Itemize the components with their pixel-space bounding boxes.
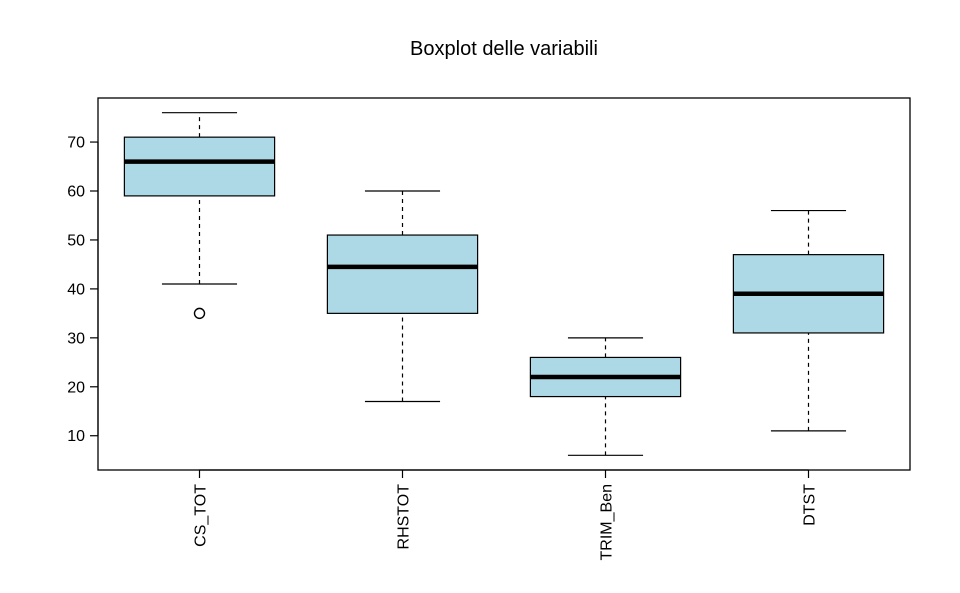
box-cs-tot — [123, 112, 276, 320]
x-category-label: RHSTOT — [396, 484, 413, 550]
y-tick-label: 30 — [67, 330, 85, 347]
x-category-label: DTST — [802, 484, 819, 526]
box-dtst — [732, 209, 885, 432]
iqr-box — [326, 234, 479, 314]
x-category-label: TRIM_Ben — [599, 484, 616, 560]
y-tick-label: 60 — [67, 184, 85, 201]
chart-title: Boxplot delle variabili — [410, 38, 598, 60]
y-tick-label: 70 — [67, 135, 85, 152]
x-category-label: CS_TOT — [193, 484, 210, 547]
box-trim-ben — [529, 337, 682, 456]
y-tick-label: 40 — [67, 281, 85, 298]
outlier-point — [193, 307, 206, 320]
boxes-group — [123, 112, 885, 456]
y-tick-label: 50 — [67, 232, 85, 249]
iqr-box — [123, 136, 276, 197]
y-tick-label: 20 — [67, 379, 85, 396]
y-tick-label: 10 — [67, 428, 85, 445]
x-axis: CS_TOT RHSTOT TRIM_Ben DTST — [193, 469, 819, 560]
y-axis: 10 20 30 40 50 60 70 — [67, 135, 99, 445]
box-rhstot — [326, 190, 479, 403]
